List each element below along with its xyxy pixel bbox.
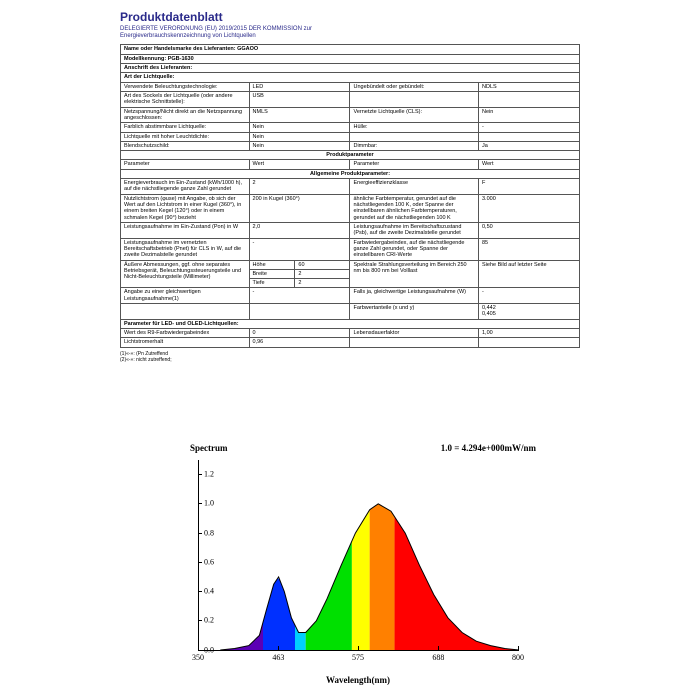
section-allg: Allgemeine Produktparameter:	[121, 169, 580, 178]
chart-title-right: 1.0 = 4.294e+000mW/nm	[441, 443, 536, 453]
datasheet: Produktdatenblatt DELEGIERTE VERORDNUNG …	[120, 10, 580, 363]
model-row: Modellkennung: PGB-1630	[121, 54, 580, 63]
datasheet-table: Name oder Handelsmarke des Lieferanten: …	[120, 44, 580, 347]
x-tick-label: 688	[432, 653, 444, 662]
page-title: Produktdatenblatt	[120, 10, 580, 24]
section-art: Art der Lichtquelle:	[121, 73, 580, 82]
x-tick-label: 463	[272, 653, 284, 662]
chart-titlebar: Spectrum 1.0 = 4.294e+000mW/nm	[160, 443, 540, 455]
address-row: Anschrift des Lieferanten:	[121, 64, 580, 73]
section-params: Produktparameter	[121, 151, 580, 160]
spectrum-svg	[199, 460, 519, 650]
chart-area: Wavelength(nm) 0.00.20.40.60.81.01.23504…	[160, 455, 540, 685]
x-tick-label: 575	[352, 653, 364, 662]
spectrum-chart: Spectrum 1.0 = 4.294e+000mW/nm Wavelengt…	[160, 443, 540, 685]
x-axis-label: Wavelength(nm)	[198, 675, 518, 685]
chart-title-left: Spectrum	[190, 443, 228, 453]
footnotes: (1)«-»: (Pn Zutreffend (2)«-»: nicht zut…	[120, 351, 580, 363]
x-tick-label: 800	[512, 653, 524, 662]
plot-box	[198, 460, 519, 651]
section-led: Parameter für LED- und OLED-Lichtquellen…	[121, 319, 580, 328]
supplier-row: Name oder Handelsmarke des Lieferanten: …	[121, 45, 580, 54]
x-tick-label: 350	[192, 653, 204, 662]
subtitle: DELEGIERTE VERORDNUNG (EU) 2019/2015 DER…	[120, 26, 580, 40]
